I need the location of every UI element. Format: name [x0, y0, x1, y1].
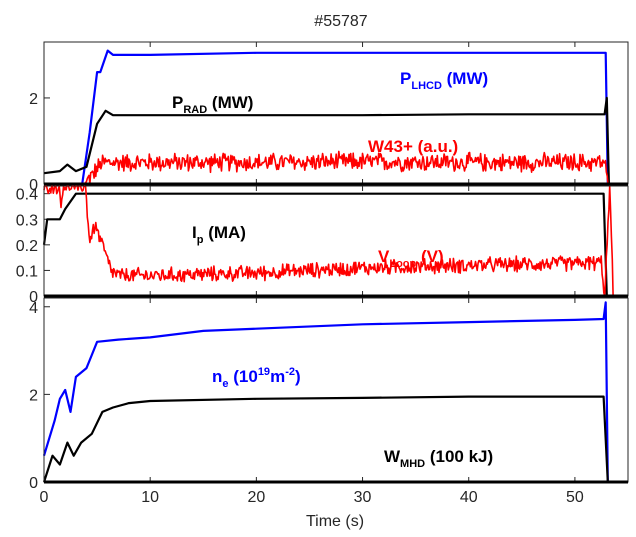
x-axis-label: Time (s): [306, 513, 364, 530]
series-label: WMHD (100 kJ): [384, 447, 493, 470]
series-label: ne (1019m-2): [212, 366, 301, 390]
series-line-red: [43, 185, 628, 297]
series-label: VLoop (V): [378, 247, 444, 270]
y-tick-label: 0.1: [16, 263, 38, 280]
panel-2: 0 0.1 0.2 0.3 0.4 Ip (MA) VLoop (V): [16, 185, 629, 306]
series-line-blue: [44, 49, 628, 186]
y-tick-label: 0.3: [16, 212, 38, 229]
x-tick-label: 20: [247, 489, 265, 506]
series-line-black: [43, 96, 628, 186]
y-tick-label: 2: [29, 91, 38, 108]
series-label: PLHCD (MW): [400, 69, 488, 92]
panel-frame: [43, 185, 629, 297]
series-line-black: [42, 395, 628, 484]
series-line-red: [44, 150, 628, 185]
y-tick-label: 0.2: [16, 238, 38, 255]
panel-3: 0 2 4 ne (1019m-2) WMHD (100 kJ): [29, 297, 629, 492]
y-tick-label: 0: [29, 475, 38, 492]
series-line-blue: [42, 301, 628, 484]
x-tick-label: 40: [460, 489, 478, 506]
panel-1: 0 2 PLHCD (MW) PRAD (MW) W43+ (a.u.): [29, 41, 629, 194]
x-tick-label: 10: [141, 489, 159, 506]
series-label: W43+ (a.u.): [368, 137, 458, 156]
series-line-black: [42, 192, 628, 298]
y-tick-label: 4: [29, 300, 38, 317]
x-tick-label: 30: [354, 489, 372, 506]
y-tick-label: 0: [29, 289, 38, 306]
series-label: Ip (MA): [192, 223, 246, 246]
y-tick-label: 0: [29, 177, 38, 194]
chart-title: #55787: [314, 13, 367, 30]
y-tick-label: 2: [29, 387, 38, 404]
x-tick-label: 50: [566, 489, 584, 506]
x-tick-label: 0: [40, 489, 49, 506]
y-tick-label: 0.4: [16, 187, 38, 204]
series-label: PRAD (MW): [172, 93, 253, 116]
